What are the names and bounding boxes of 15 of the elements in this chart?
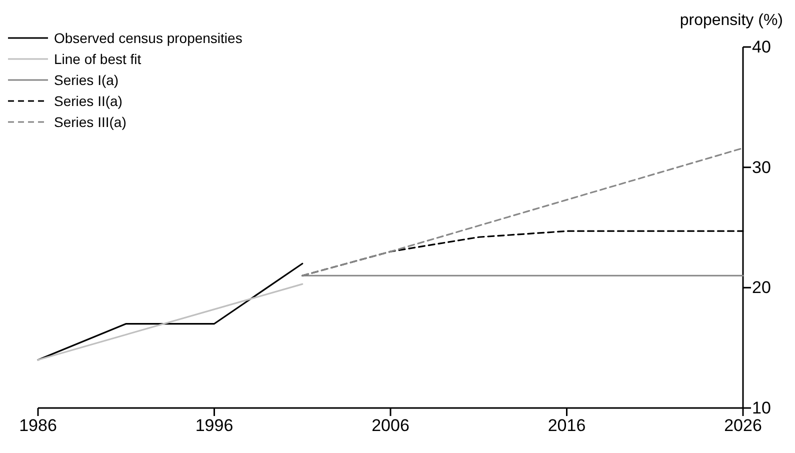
x-tick-label: 2016 (548, 416, 586, 436)
legend-label: Series II(a) (54, 93, 122, 109)
legend-label: Series III(a) (54, 114, 126, 130)
y-tick-label: 30 (752, 158, 771, 177)
legend-label: Series I(a) (54, 72, 119, 88)
y-tick-label: 40 (752, 37, 771, 56)
y-tick-label: 10 (752, 398, 771, 418)
legend-label: Observed census propensities (54, 30, 242, 46)
x-tick-label: 2006 (372, 416, 410, 436)
x-tick-label: 1996 (195, 416, 234, 436)
y-tick-label: 20 (752, 278, 771, 298)
legend-label: Line of best fit (54, 51, 142, 67)
x-tick-label: 1986 (19, 416, 57, 436)
y-axis-title: propensity (%) (680, 12, 783, 29)
x-tick-label: 2026 (724, 416, 762, 436)
